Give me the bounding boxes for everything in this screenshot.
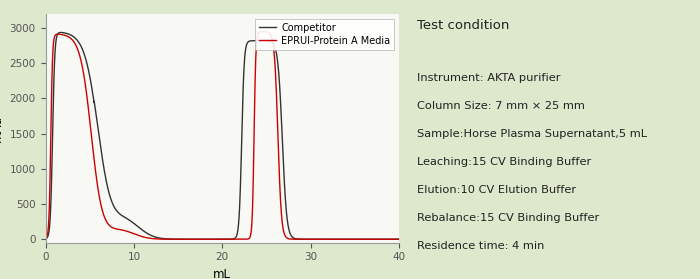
EPRUI-Protein A Media — [82, 86, 90, 90]
Text: Sample:Horse Plasma Supernatant,5 mL: Sample:Horse Plasma Supernatant,5 mL — [417, 129, 647, 139]
EPRUI-Protein A Media — [258, 30, 267, 33]
EPRUI-Protein A Media — [193, 237, 201, 241]
Competitor — [350, 237, 358, 241]
Competitor — [193, 237, 201, 241]
X-axis label: mL: mL — [214, 268, 231, 279]
EPRUI-Protein A Media — [177, 237, 186, 241]
Competitor — [57, 31, 65, 34]
Text: Column Size: 7 mm × 25 mm: Column Size: 7 mm × 25 mm — [417, 101, 585, 111]
Text: Instrument: AKTA purifier: Instrument: AKTA purifier — [417, 73, 561, 83]
EPRUI-Protein A Media — [350, 237, 358, 241]
EPRUI-Protein A Media — [103, 220, 111, 224]
Text: Residence time: 4 min: Residence time: 4 min — [417, 241, 545, 251]
EPRUI-Protein A Media — [41, 237, 50, 240]
Legend: Competitor, EPRUI-Protein A Media: Competitor, EPRUI-Protein A Media — [255, 19, 394, 49]
Text: Leaching:15 CV Binding Buffer: Leaching:15 CV Binding Buffer — [417, 157, 592, 167]
Competitor — [177, 237, 186, 241]
Competitor — [395, 237, 403, 241]
Competitor — [103, 182, 111, 186]
Competitor — [388, 237, 396, 241]
Text: Rebalance:15 CV Binding Buffer: Rebalance:15 CV Binding Buffer — [417, 213, 599, 223]
Text: Test condition: Test condition — [417, 19, 510, 32]
Line: Competitor: Competitor — [46, 32, 399, 239]
Line: EPRUI-Protein A Media: EPRUI-Protein A Media — [46, 32, 399, 239]
Y-axis label: mAu: mAu — [0, 115, 4, 142]
Text: Elution:10 CV Elution Buffer: Elution:10 CV Elution Buffer — [417, 185, 576, 195]
EPRUI-Protein A Media — [395, 237, 403, 241]
Competitor — [41, 237, 50, 240]
EPRUI-Protein A Media — [388, 237, 396, 241]
Competitor — [82, 58, 90, 61]
